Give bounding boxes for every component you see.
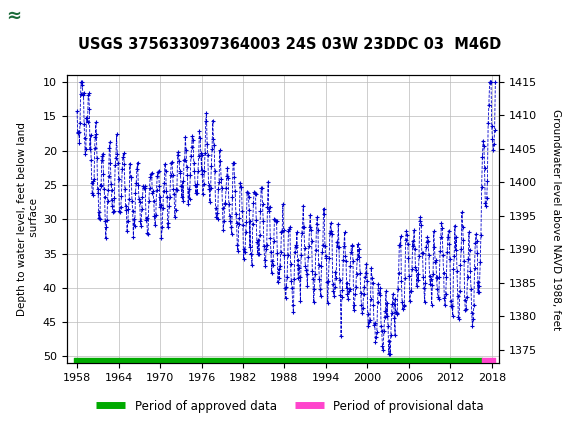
Y-axis label: Groundwater level above NAVD 1988, feet: Groundwater level above NAVD 1988, feet (550, 109, 560, 330)
Text: USGS: USGS (32, 7, 87, 25)
Y-axis label: Depth to water level, feet below land
 surface: Depth to water level, feet below land su… (17, 123, 39, 316)
Text: USGS 375633097364003 24S 03W 23DDC 03  M46D: USGS 375633097364003 24S 03W 23DDC 03 M4… (78, 37, 502, 52)
Legend: Period of approved data, Period of provisional data: Period of approved data, Period of provi… (96, 400, 484, 413)
Text: ≈: ≈ (6, 7, 21, 25)
Bar (3, 3, 84, 30)
